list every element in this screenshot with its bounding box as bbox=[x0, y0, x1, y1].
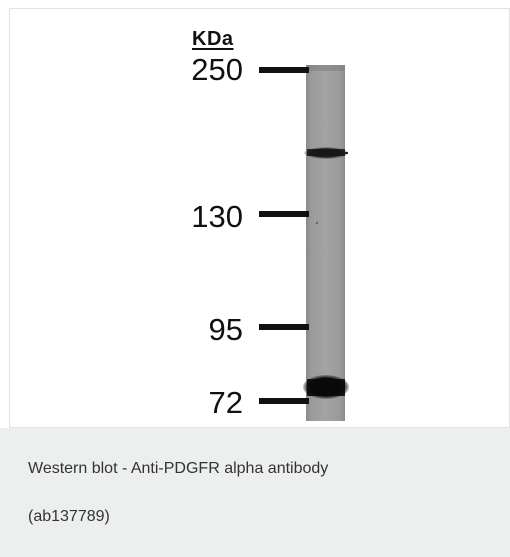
marker-label-130: 130 bbox=[191, 199, 243, 234]
marker-tick-95 bbox=[259, 324, 309, 330]
marker-tick-130 bbox=[259, 211, 309, 217]
kda-unit-label: KDa bbox=[192, 28, 234, 50]
western-blot-image[interactable]: KDa 250 130 95 72 bbox=[9, 8, 510, 428]
blot-graphic bbox=[303, 65, 349, 421]
caption-title: Western blot - Anti-PDGFR alpha antibody bbox=[28, 460, 329, 477]
blot-lane bbox=[306, 65, 345, 421]
caption-product-code: (ab137789) bbox=[28, 508, 110, 525]
marker-tick-72 bbox=[259, 398, 309, 404]
marker-label-72: 72 bbox=[208, 385, 243, 420]
marker-label-95: 95 bbox=[208, 312, 243, 347]
marker-tick-250 bbox=[259, 67, 309, 73]
marker-label-250: 250 bbox=[191, 52, 243, 87]
figure-caption: Western blot - Anti-PDGFR alpha antibody… bbox=[0, 428, 510, 557]
